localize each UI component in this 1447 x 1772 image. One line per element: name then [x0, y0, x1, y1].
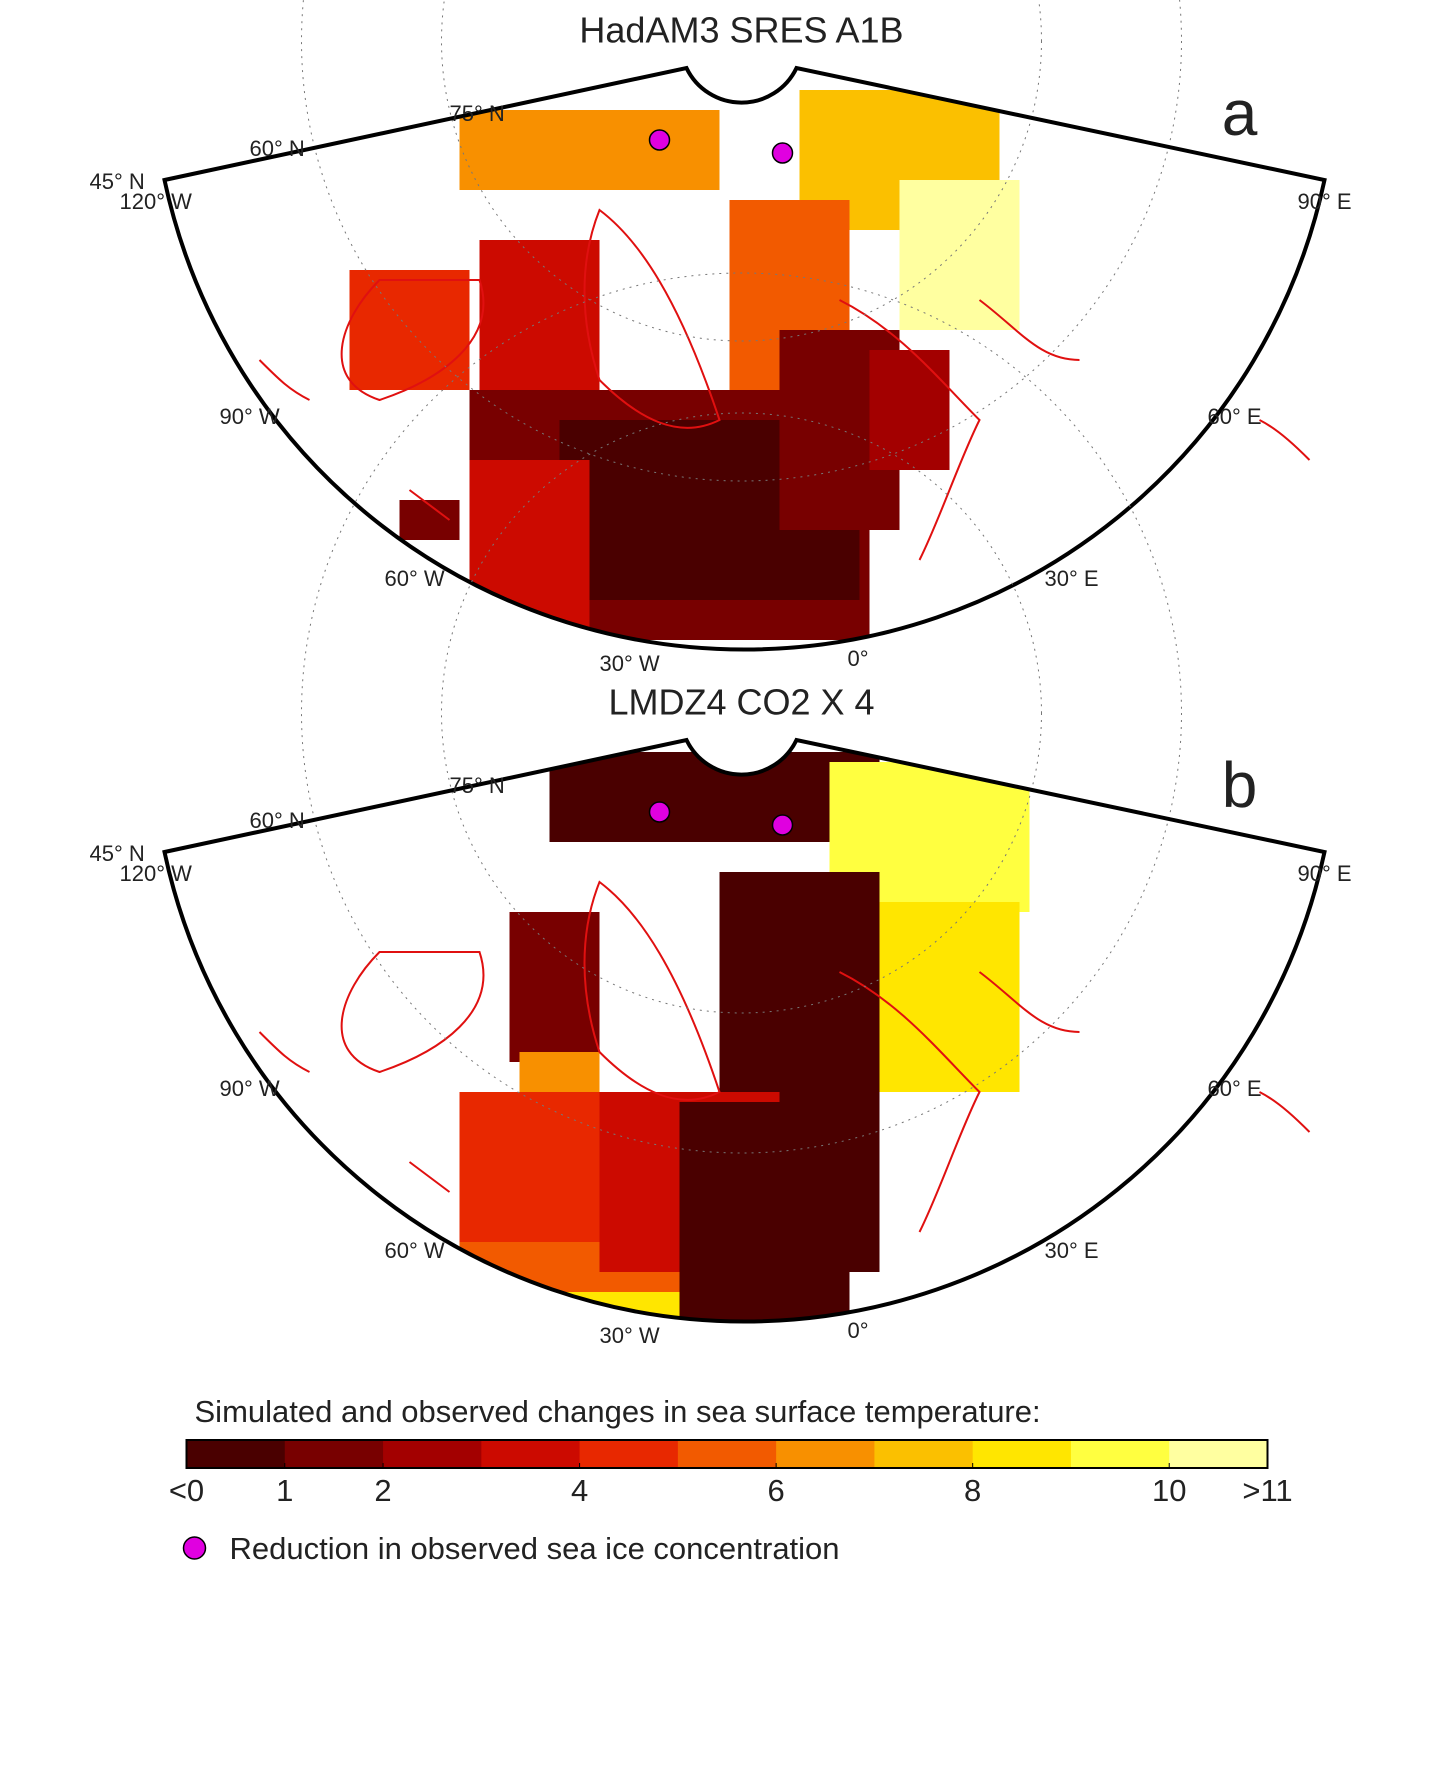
coastline — [839, 971, 1080, 1233]
sst-cell — [779, 1072, 880, 1272]
graticule — [441, 0, 1042, 342]
graticule-label: 90° E — [1298, 861, 1352, 886]
sea-ice-marker — [648, 129, 671, 151]
graticule-label: 45° N — [90, 841, 145, 866]
graticule-label: 75° N — [450, 773, 505, 798]
sst-cell — [349, 270, 470, 390]
map-fills-inner — [459, 752, 1030, 1322]
legend-marker — [182, 1536, 207, 1560]
colorbar-segment — [186, 1440, 286, 1468]
graticule-label: 0° — [848, 646, 869, 671]
graticule-label: 60° W — [385, 566, 445, 591]
map-outline — [162, 65, 1327, 652]
map-fills — [459, 752, 1030, 1322]
graticule — [441, 412, 1042, 1014]
colorbar-segment — [1169, 1440, 1268, 1468]
map-outline — [162, 737, 1327, 1324]
graticule-label: 30° E — [1045, 1238, 1099, 1263]
coastline — [340, 279, 485, 402]
colorbar-tick-label: 8 — [964, 1473, 981, 1508]
graticule-label: 45° N — [90, 169, 145, 194]
graticule-label: 30° W — [600, 1323, 660, 1348]
colorbar-segment — [1070, 1440, 1170, 1468]
coastline — [340, 951, 485, 1074]
colorbar-segment — [284, 1440, 384, 1468]
graticule-label: 90° W — [220, 404, 280, 429]
graticule-label: 60° E — [1208, 1076, 1262, 1101]
graticule-label: 90° W — [220, 1076, 280, 1101]
panel-title: HadAM3 SRES A1B — [579, 10, 903, 51]
coastline — [583, 880, 721, 1101]
colorbar-tick-label: 10 — [1152, 1473, 1186, 1508]
colorbar-frame — [185, 1439, 1269, 1469]
sst-cell — [469, 460, 590, 630]
graticule — [301, 0, 1182, 482]
coastline — [583, 208, 721, 429]
colorbar-tick-label: <0 — [169, 1473, 204, 1508]
map-fills — [349, 90, 1020, 640]
coastline — [258, 1031, 1311, 1193]
colorbar-segment — [481, 1440, 581, 1468]
graticule-label: 60° W — [385, 1238, 445, 1263]
colorbar-segment — [677, 1440, 777, 1468]
colorbar-title: Simulated and observed changes in sea su… — [195, 1394, 1041, 1429]
panel-title: LMDZ4 CO2 X 4 — [608, 682, 874, 723]
graticule-label: 30° E — [1045, 566, 1099, 591]
coastline — [839, 299, 1080, 561]
sea-ice-marker — [771, 814, 794, 836]
colorbar-tick-label: 2 — [374, 1473, 391, 1508]
colorbar-segment — [383, 1440, 482, 1468]
colorbar-tick-label: 6 — [768, 1473, 785, 1508]
sst-cell — [899, 180, 1020, 330]
map-fills-inner — [349, 90, 1020, 640]
colorbar-segment — [874, 1440, 974, 1468]
colorbar-segment — [579, 1440, 679, 1468]
colorbar-segment — [776, 1440, 875, 1468]
graticule-label: 120° W — [120, 861, 193, 886]
graticule-label: 60° N — [250, 136, 305, 161]
graticule-label: 30° W — [600, 651, 660, 676]
sst-cell — [459, 110, 720, 190]
graticule-label: 75° N — [450, 101, 505, 126]
panel-letter: a — [1222, 77, 1258, 149]
graticule-label: 90° E — [1298, 189, 1352, 214]
colorbar-segment — [972, 1440, 1072, 1468]
sea-ice-marker — [648, 801, 671, 823]
colorbar-tick-label: >11 — [1242, 1473, 1292, 1508]
graticule-label: 60° E — [1208, 404, 1262, 429]
coastline — [258, 359, 1311, 521]
sst-cell — [869, 350, 950, 470]
legend-label: Reduction in observed sea ice concentrat… — [230, 1531, 840, 1566]
colorbar-tick-label: 1 — [276, 1473, 293, 1508]
graticule-label: 0° — [848, 1318, 869, 1343]
graticule-label: 60° N — [250, 808, 305, 833]
graticule-label: 120° W — [120, 189, 193, 214]
panel-letter: b — [1222, 749, 1258, 821]
sea-ice-marker — [771, 142, 794, 164]
colorbar-tick-label: 4 — [571, 1473, 588, 1508]
sst-cell — [509, 912, 600, 1062]
graticule — [301, 272, 1182, 1154]
